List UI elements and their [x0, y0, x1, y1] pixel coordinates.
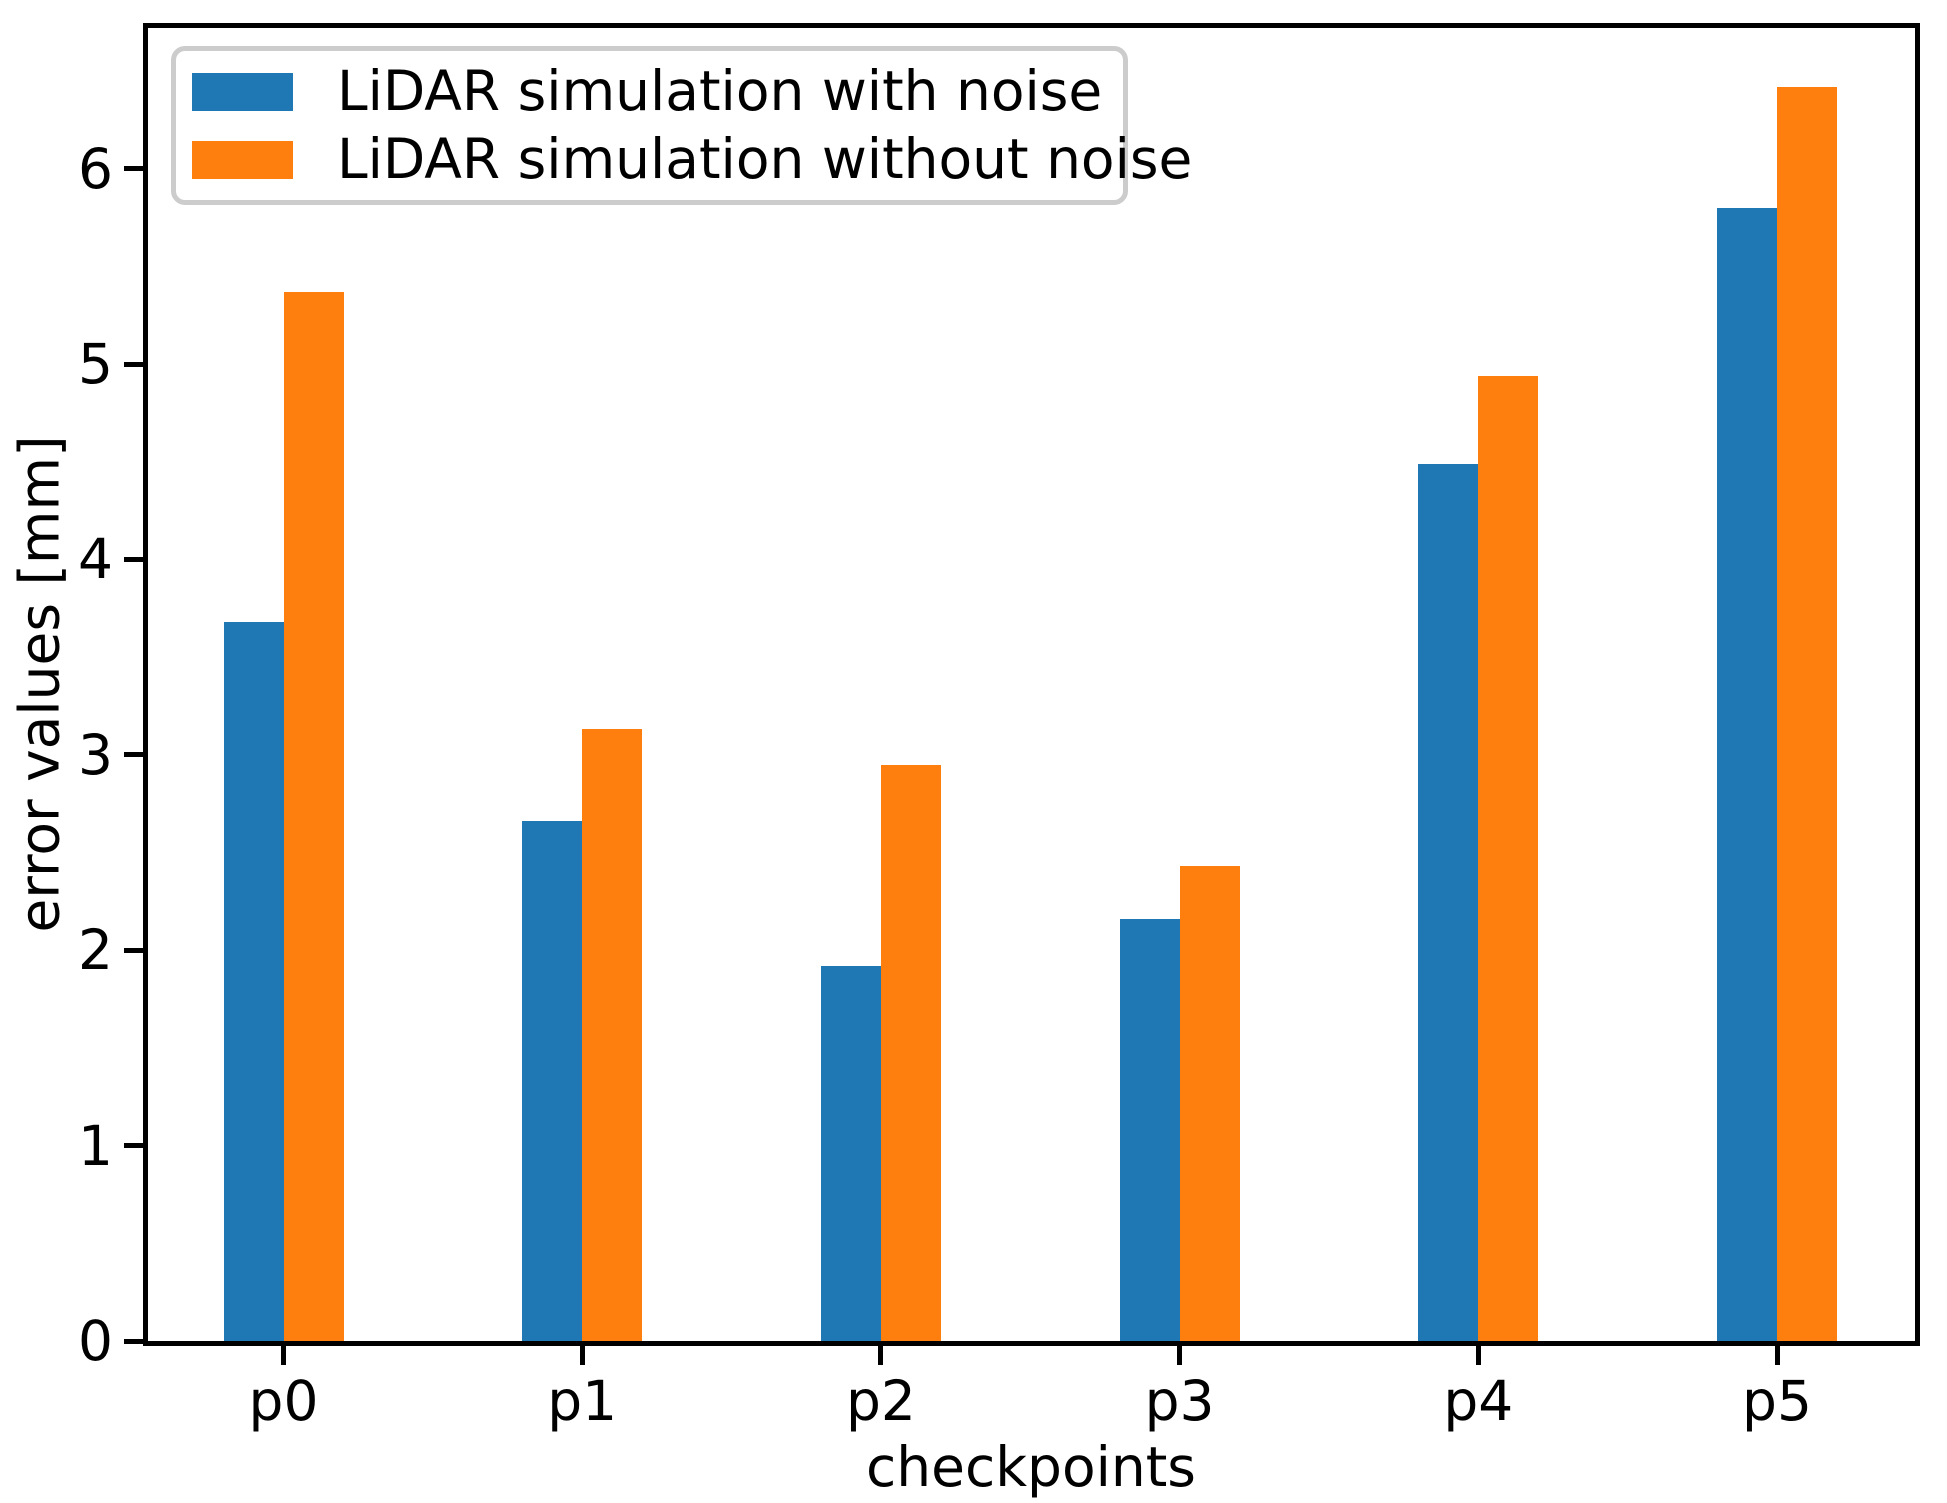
x-tick-label-p5: p5	[1742, 1369, 1812, 1433]
bar-p2-lidar-simulation-without-noise	[880, 764, 941, 1341]
y-tick-label-0: 0	[78, 1309, 113, 1373]
y-tick-label-4: 4	[78, 527, 113, 592]
bar-p4-lidar-simulation-with-noise	[1418, 463, 1479, 1341]
bar-p4-lidar-simulation-without-noise	[1478, 375, 1539, 1341]
bar-p5-lidar-simulation-with-noise	[1717, 207, 1777, 1341]
legend-label-lidar-simulation-with-noise: LiDAR simulation with noise	[337, 59, 1103, 123]
bar-p0-lidar-simulation-with-noise	[223, 621, 284, 1341]
x-tick-label-p2: p2	[845, 1369, 916, 1433]
y-axis-label: error values [mm]	[7, 435, 72, 933]
legend-swatch-lidar-simulation-without-noise	[192, 140, 293, 179]
y-tick-2	[124, 947, 143, 953]
x-axis-label: checkpoints	[866, 1435, 1196, 1499]
x-tick-label-p1: p1	[547, 1369, 618, 1433]
x-tick-p1	[579, 1346, 585, 1365]
legend-item-lidar-simulation-without-noise: LiDAR simulation without noise	[192, 132, 1192, 187]
x-tick-p4	[1475, 1346, 1481, 1365]
bar-p3-lidar-simulation-with-noise	[1119, 918, 1180, 1341]
bar-p1-lidar-simulation-with-noise	[522, 821, 583, 1341]
bar-p2-lidar-simulation-with-noise	[820, 965, 881, 1341]
legend-item-lidar-simulation-with-noise: LiDAR simulation with noise	[192, 64, 1123, 119]
bar-p5-lidar-simulation-without-noise	[1777, 86, 1837, 1341]
y-tick-3	[124, 752, 143, 758]
y-tick-6	[124, 166, 143, 172]
x-tick-p3	[1177, 1346, 1183, 1365]
legend: LiDAR simulation with noise LiDAR simulat…	[171, 46, 1192, 205]
y-tick-label-3: 3	[78, 722, 113, 787]
x-tick-label-p4: p4	[1443, 1369, 1514, 1433]
x-tick-label-p3: p3	[1144, 1369, 1215, 1433]
bar-p3-lidar-simulation-without-noise	[1179, 866, 1240, 1341]
y-tick-label-5: 5	[78, 332, 113, 397]
y-tick-4	[124, 556, 143, 562]
bar-p0-lidar-simulation-without-noise	[283, 291, 344, 1341]
x-tick-p0	[281, 1346, 286, 1365]
plot-area	[143, 23, 1920, 1346]
y-tick-0	[124, 1338, 143, 1344]
x-tick-p5	[1774, 1346, 1780, 1365]
y-tick-5	[124, 361, 143, 367]
bar-p1-lidar-simulation-without-noise	[582, 729, 643, 1341]
y-tick-label-6: 6	[78, 136, 113, 201]
y-tick-1	[124, 1143, 143, 1149]
legend-label-lidar-simulation-without-noise: LiDAR simulation without noise	[337, 127, 1193, 191]
legend-swatch-lidar-simulation-with-noise	[192, 72, 293, 111]
y-tick-label-1: 1	[78, 1113, 113, 1178]
x-tick-p2	[878, 1346, 884, 1365]
y-tick-label-2: 2	[78, 918, 113, 983]
x-tick-label-p0: p0	[248, 1369, 319, 1433]
